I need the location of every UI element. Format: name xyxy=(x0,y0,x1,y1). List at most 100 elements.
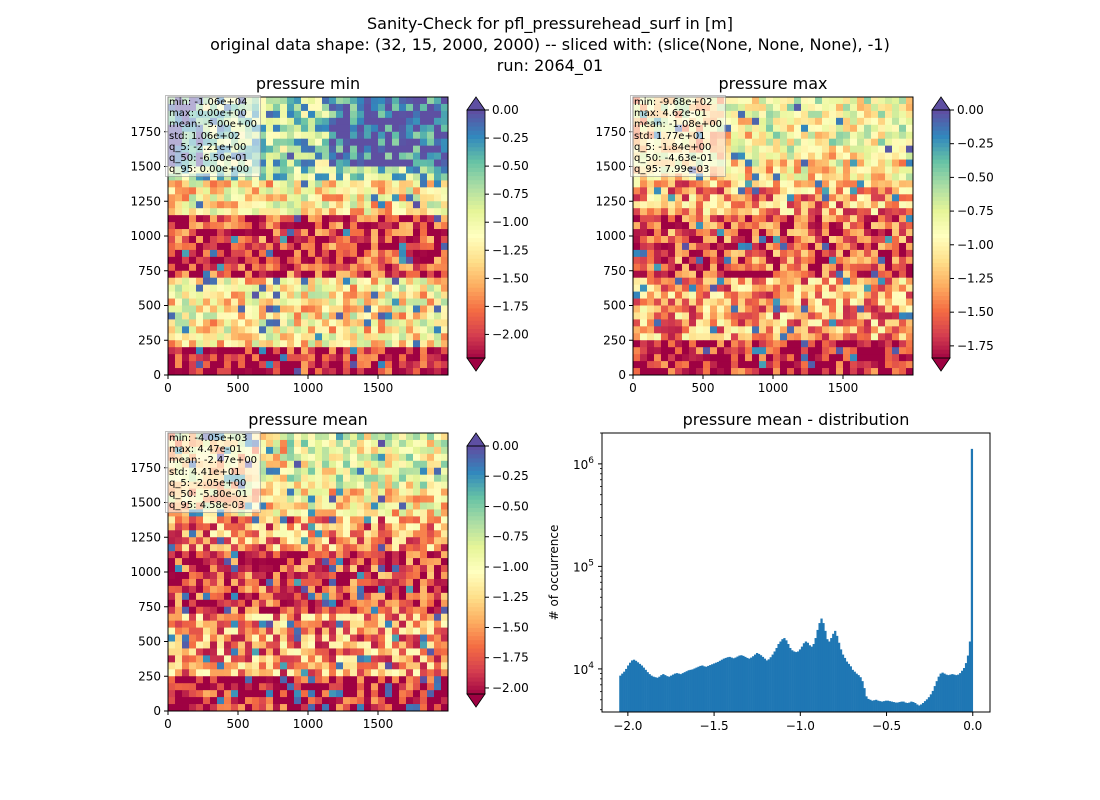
histogram-bar xyxy=(867,698,870,712)
histogram-ytick-label: 106 xyxy=(573,456,594,472)
histogram-bar xyxy=(925,699,929,712)
histogram-bar xyxy=(757,653,761,712)
histogram-bar xyxy=(705,666,708,712)
panel-3: pressure mean 0 500 1000 1500 0 250 500 750 1000 1… xyxy=(130,410,528,731)
histogram-bar xyxy=(699,665,702,712)
panel-3-xtick-label: 0 xyxy=(164,717,172,731)
histogram-bar xyxy=(671,674,675,712)
histogram-xtick-label: −2.0 xyxy=(613,719,642,733)
histogram-bar xyxy=(896,702,899,712)
histogram-bar xyxy=(793,651,796,712)
panel-3-ytick-label: 500 xyxy=(138,635,161,649)
panel-3-ytick-label: 1500 xyxy=(130,496,161,510)
histogram-bar xyxy=(775,647,778,712)
stats-line: std: 1.06e+02 xyxy=(169,130,241,142)
stats-line: std: 1.77e+01 xyxy=(634,130,706,142)
stats-line: min: -1.06e+04 xyxy=(169,97,248,108)
histogram-bar xyxy=(736,656,739,712)
histogram-bar xyxy=(851,669,854,712)
histogram-bar xyxy=(701,665,704,712)
histogram-bar xyxy=(695,667,698,712)
colorbar-tick-label: −1.50 xyxy=(492,271,529,285)
stats-line: mean: -2.47e+00 xyxy=(169,455,258,467)
stats-line: mean: -1.08e+00 xyxy=(634,119,723,131)
colorbar-extend-bottom xyxy=(466,357,486,372)
histogram-xtick-label: −0.5 xyxy=(872,719,901,733)
stats-line: q_95: 7.99e-03 xyxy=(634,164,710,176)
histogram-bar xyxy=(796,651,800,712)
colorbar-tick-label: 0.00 xyxy=(957,103,984,117)
histogram-bar xyxy=(861,681,864,712)
panel-3-colorbar: 0.00 −0.25 −0.50 −0.75 −1.00 −1.25 −1.50 −1.75 −… xyxy=(466,432,529,708)
stats-line: std: 4.41e+01 xyxy=(169,466,241,478)
histogram-xtick-label: −1.5 xyxy=(700,719,729,733)
histogram-bar xyxy=(754,654,757,712)
histogram-bar xyxy=(902,701,905,712)
colorbar-tick-label: −0.25 xyxy=(957,137,994,151)
histogram-bar xyxy=(964,663,968,712)
histogram-bar xyxy=(697,666,700,712)
histogram-bar xyxy=(941,672,944,712)
histogram-bar xyxy=(879,701,882,712)
histogram-bar xyxy=(711,664,714,712)
histogram-bar xyxy=(679,674,683,712)
histogram-bar xyxy=(798,649,802,712)
histogram-bar xyxy=(912,702,915,712)
histogram-bar xyxy=(832,633,835,712)
histogram-bar xyxy=(863,688,866,712)
histogram-bar xyxy=(621,673,624,712)
colorbar-tick-label: −1.25 xyxy=(957,271,994,285)
panel-1-ytick-label: 1000 xyxy=(130,229,161,243)
histogram-bar xyxy=(877,700,880,712)
colorbar-extend-bottom xyxy=(466,693,486,708)
histogram-bar xyxy=(687,670,690,712)
colorbar-extend-bottom xyxy=(931,357,951,372)
histogram-bar xyxy=(629,662,632,712)
histogram-bar xyxy=(755,652,759,712)
histogram-bar xyxy=(847,663,851,712)
panel-1-ytick-label: 250 xyxy=(138,333,161,347)
colorbar-extend-top xyxy=(466,96,486,111)
histogram-bar xyxy=(779,641,782,712)
panel-4-title: pressure mean - distribution xyxy=(683,410,910,429)
stats-line: q_50: -6.50e-01 xyxy=(169,153,248,165)
histogram-bar xyxy=(734,657,737,712)
panel-2-title: pressure max xyxy=(718,74,827,93)
histogram-bar xyxy=(664,675,667,712)
histogram-bar xyxy=(724,657,727,712)
panel-3-title: pressure mean xyxy=(248,410,368,429)
histogram-bar xyxy=(656,677,659,712)
histogram-bar xyxy=(953,674,956,712)
histogram-bar xyxy=(853,671,856,712)
histogram-bar xyxy=(869,699,872,712)
histogram-ylabel: # of occurrence xyxy=(547,525,561,621)
colorbar-tick-label: −0.75 xyxy=(492,187,529,201)
panel-2-ytick-label: 250 xyxy=(603,333,626,347)
panel-3-map xyxy=(168,433,449,712)
panel-2-xtick-label: 1500 xyxy=(828,381,859,395)
panel-1-ytick-label: 750 xyxy=(138,264,161,278)
histogram-bar xyxy=(646,672,649,712)
histogram-bar xyxy=(726,657,729,712)
panel-1-ytick-label: 0 xyxy=(153,368,161,382)
histogram-bar xyxy=(787,644,790,712)
histogram-bars xyxy=(619,448,974,712)
panel-1-ytick-label: 1750 xyxy=(130,125,161,139)
histogram-bar xyxy=(824,630,827,712)
histogram-bar xyxy=(837,642,841,712)
histogram-bar xyxy=(773,651,776,712)
histogram-bar xyxy=(648,674,651,712)
histogram-bar xyxy=(836,635,839,712)
histogram-bar xyxy=(875,699,878,712)
histogram-xtick-label: 0.0 xyxy=(963,719,982,733)
histogram-bar xyxy=(898,702,901,712)
panel-2-ytick-label: 1250 xyxy=(595,194,626,208)
histogram-bar xyxy=(761,656,765,712)
colorbar-tick-label: −0.75 xyxy=(492,530,529,544)
histogram-bar xyxy=(865,696,868,712)
panel-3-ytick-label: 250 xyxy=(138,669,161,683)
histogram-bar xyxy=(783,638,786,712)
histogram-bar xyxy=(703,666,706,712)
histogram-bar xyxy=(732,658,735,712)
histogram-bar xyxy=(785,640,788,712)
